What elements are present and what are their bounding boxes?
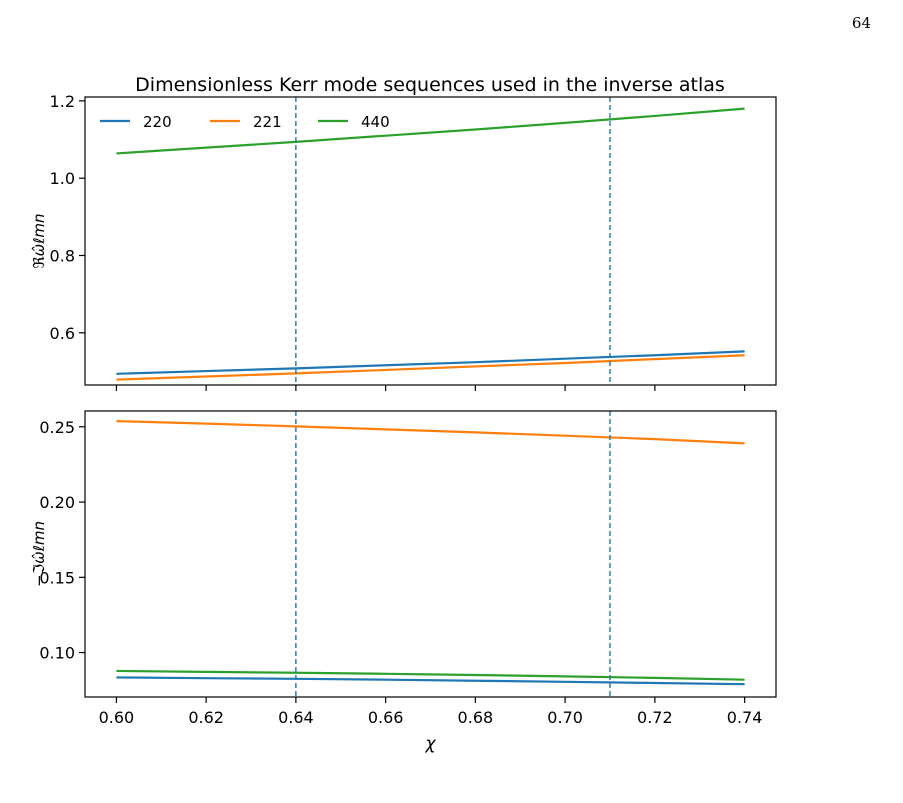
- y-tick-label: 0.20: [39, 493, 75, 512]
- series-line-221: [116, 419, 745, 445]
- x-tick-label: 0.66: [368, 708, 404, 727]
- series-line-440: [116, 107, 745, 155]
- series-line-220: [116, 350, 745, 375]
- y-tick-label: 1.0: [50, 169, 75, 188]
- x-tick-label: 0.74: [727, 708, 763, 727]
- x-tick-label: 0.60: [99, 708, 135, 727]
- y-tick-label: 0.10: [39, 644, 75, 663]
- series-line-440: [116, 669, 745, 681]
- y-tick-label: 0.8: [50, 246, 75, 265]
- x-axis-label: χ: [424, 734, 436, 754]
- axes-frame: [84, 96, 777, 386]
- top-axes: 0.6 0.8 1.0 1.2 ℜω̂ℓmn 220 221 440: [30, 92, 777, 391]
- x-tick-label: 0.62: [188, 708, 224, 727]
- y-tick-label: 1.2: [50, 92, 75, 111]
- y-axis-label: −ℑω̂ℓmn: [30, 521, 48, 587]
- y-tick-label: 0.25: [39, 418, 75, 437]
- legend-label-221: 221: [253, 113, 282, 131]
- y-tick-label: 0.6: [50, 324, 75, 343]
- legend-label-440: 440: [361, 113, 390, 131]
- series-line-220: [116, 676, 745, 686]
- x-tick-label: 0.72: [637, 708, 673, 727]
- series-line-221: [116, 354, 745, 381]
- y-tick-label: 0.15: [39, 568, 75, 587]
- chart-title: Dimensionless Kerr mode sequences used i…: [135, 74, 725, 96]
- legend-label-220: 220: [143, 113, 172, 131]
- x-tick-label: 0.64: [278, 708, 314, 727]
- x-tick-label: 0.68: [458, 708, 494, 727]
- page-number: 64: [851, 14, 871, 32]
- y-axis-label: ℜω̂ℓmn: [30, 213, 48, 268]
- bottom-axes: 0.10 0.15 0.20 0.25 0.60 0.62 0.64 0.66 0.68 0.70…: [30, 410, 777, 754]
- x-tick-label: 0.70: [547, 708, 583, 727]
- axes-frame: [84, 410, 777, 698]
